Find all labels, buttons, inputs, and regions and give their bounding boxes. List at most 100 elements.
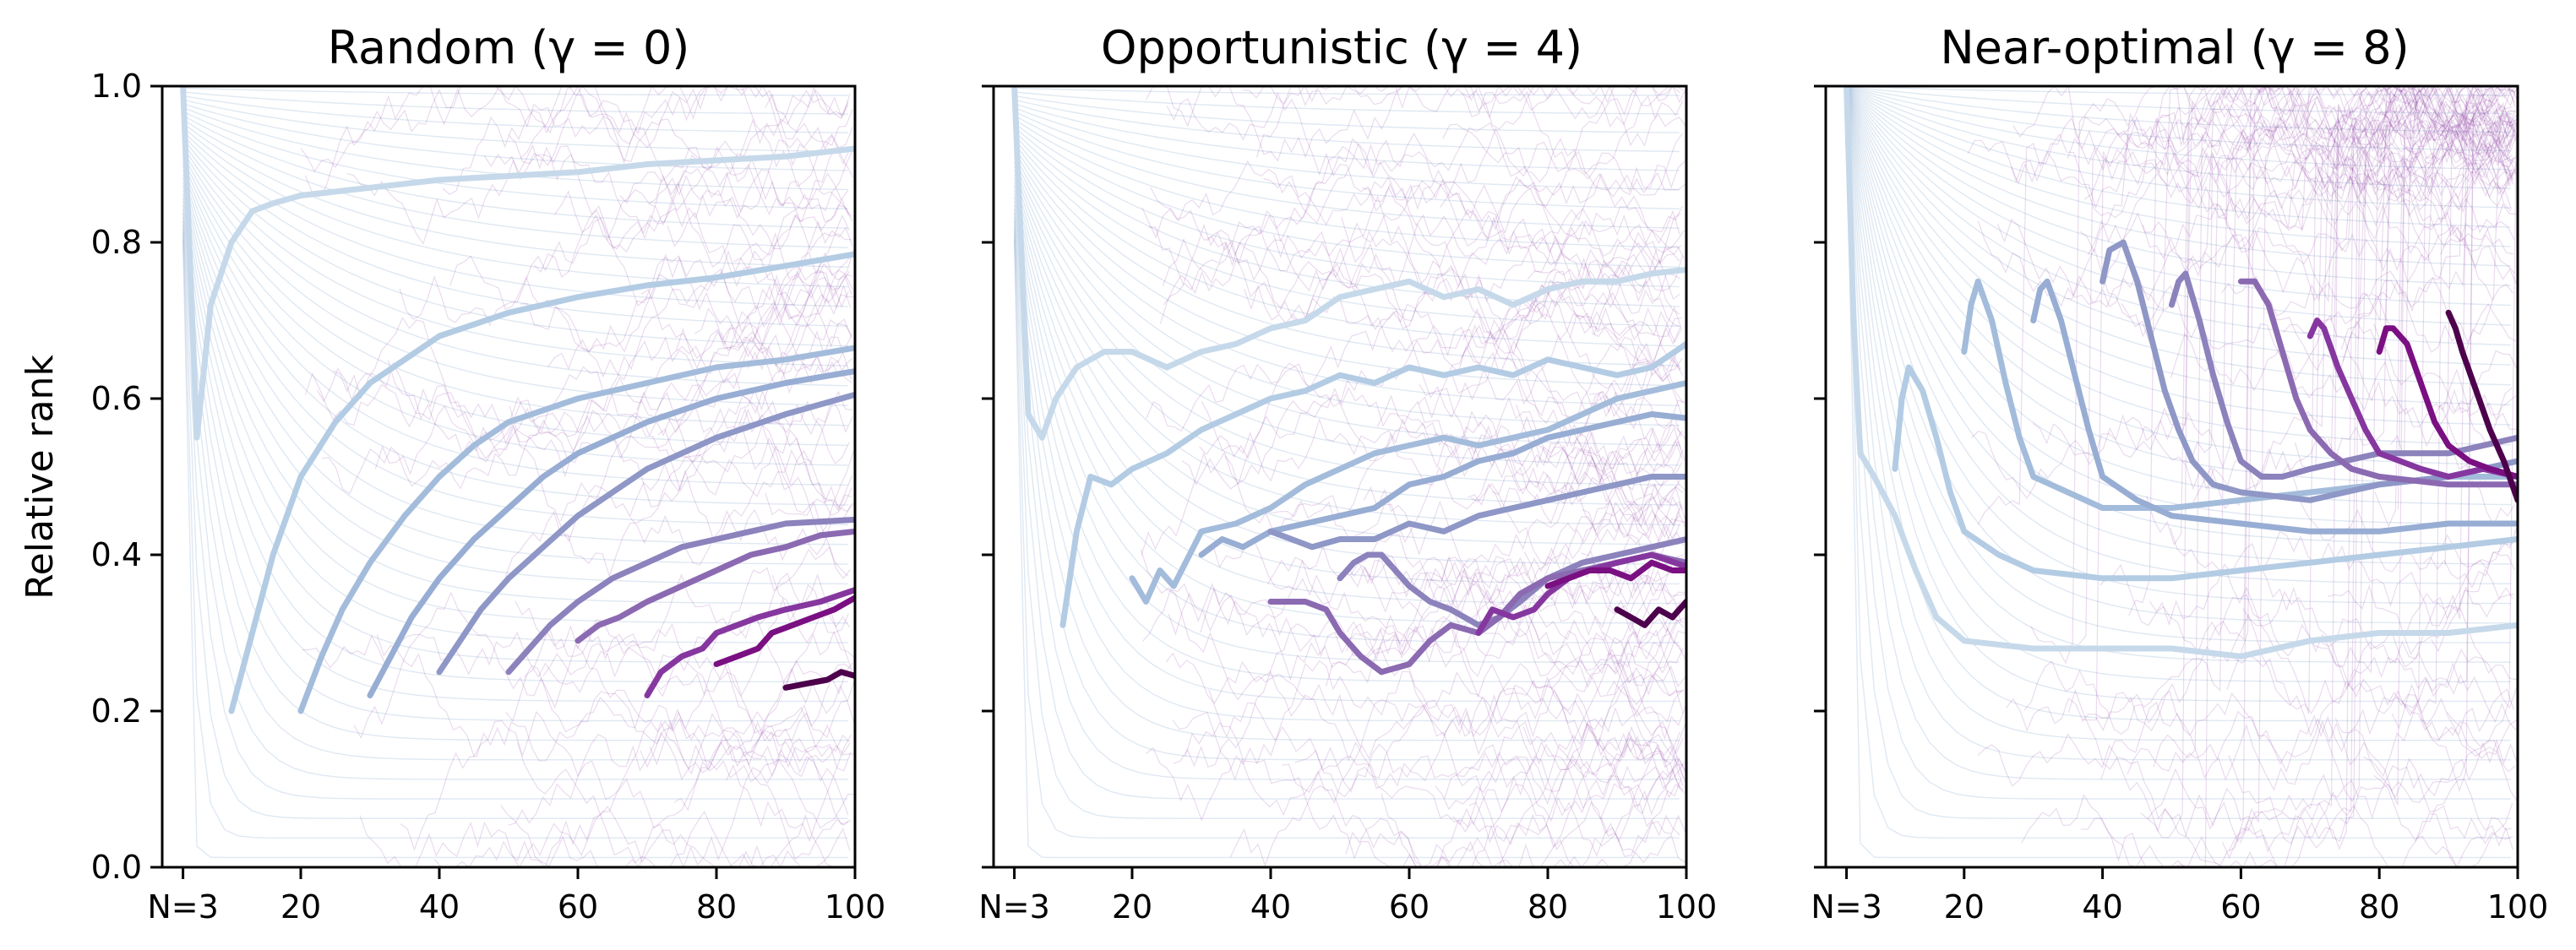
background-trace [2423, 540, 2514, 589]
background-trace [1977, 86, 2518, 525]
background-trace [636, 307, 852, 411]
background-trace [675, 271, 850, 386]
background-trace [2340, 115, 2515, 355]
background-trace [500, 805, 854, 867]
series-line [367, 368, 855, 698]
background-trace [2170, 86, 2517, 714]
series-lines [180, 86, 855, 714]
background-trace [1977, 733, 2518, 838]
background-trace [1591, 318, 1682, 340]
background-trace [333, 220, 853, 458]
series-line [1011, 86, 1686, 441]
background-trace [1173, 670, 1686, 806]
background-trace [619, 146, 849, 232]
background-trace [2189, 113, 2515, 274]
background-trace [1515, 280, 1683, 349]
panel-opportunistic: Opportunistic (γ = 4) N=3 20 40 60 80 100 [978, 21, 1717, 926]
background-trace [2322, 617, 2517, 730]
background-curve [1845, 86, 2511, 624]
background-curve [182, 182, 848, 565]
y-tick-label: 1.0 [91, 68, 142, 105]
background-curve [182, 103, 848, 171]
background-trace [321, 282, 849, 495]
background-trace [1266, 554, 1684, 620]
series-line [2445, 309, 2518, 503]
background-trace [2153, 86, 2514, 768]
background-trace [1571, 431, 1684, 537]
background-curve [182, 170, 848, 506]
background-trace [1146, 86, 1680, 171]
background-trace [2288, 86, 2518, 209]
background-trace [1282, 695, 1685, 821]
background-curve [1846, 86, 2511, 190]
panel-title: Near-optimal (γ = 8) [1940, 21, 2409, 74]
background-trace [1381, 757, 1686, 867]
background-trace [387, 360, 852, 513]
background-curve [1014, 115, 1680, 229]
background-curve [1845, 86, 2511, 506]
background-curve [182, 130, 848, 307]
background-trace [1206, 138, 1686, 257]
background-curve [1846, 86, 2511, 209]
background-trace [2294, 112, 2518, 471]
series-line [713, 594, 855, 667]
background-curve [182, 149, 848, 406]
series-line [1475, 551, 1686, 636]
background-trace [1462, 307, 1686, 448]
background-trace [1273, 133, 1683, 259]
background-trace [1581, 439, 1686, 556]
background-trace [2228, 86, 2513, 867]
y-tick-label: 0.2 [91, 692, 142, 730]
background-curve [1845, 86, 2511, 859]
background-curve [182, 95, 848, 133]
background-curve [1846, 86, 2511, 286]
panel-random: Random (γ = 0) N=3 20 40 60 80 100 0.0 0.2 0.4 0.… [91, 21, 886, 926]
series-line [1544, 559, 1686, 589]
background-curve [182, 189, 848, 605]
x-tick-label: 80 [1528, 888, 1568, 926]
background-trace [2067, 86, 2518, 166]
y-tick-label: 0.8 [91, 224, 142, 261]
background-curve [1846, 86, 2511, 307]
y-tick-label: 0.4 [91, 536, 142, 573]
background-trace [1376, 394, 1683, 512]
background-trace [640, 214, 850, 359]
background-trace [524, 546, 851, 693]
background-trace [2420, 697, 2518, 802]
x-tick-label: 20 [280, 888, 321, 926]
background-curve [1014, 138, 1680, 347]
background-trace [2078, 86, 2515, 645]
background-trace [1362, 169, 1681, 283]
background-trace [2147, 86, 2515, 843]
background-trace [738, 573, 851, 639]
background-trace [1346, 616, 1686, 768]
panel-title: Opportunistic (γ = 4) [1101, 21, 1582, 74]
background-trace [657, 422, 853, 514]
background-trace [1150, 122, 1685, 250]
series-line [2237, 278, 2518, 488]
background-trace [2221, 97, 2513, 317]
background-trace [2121, 87, 2517, 344]
background-curve [1013, 170, 1680, 506]
background-trace [2221, 106, 2513, 860]
background-trace [1345, 817, 1686, 867]
background-curve [1845, 86, 2511, 663]
background-trace [1566, 629, 1685, 761]
background-curve [1014, 118, 1680, 248]
series-line [2030, 278, 2518, 535]
background-trace [2239, 102, 2518, 853]
background-curve [1845, 86, 2511, 703]
background-curve [182, 201, 848, 663]
background-trace [765, 86, 849, 140]
background-trace [2362, 86, 2516, 806]
background-trace [374, 366, 854, 538]
background-trace [1208, 689, 1680, 867]
background-curve [1846, 86, 2511, 96]
background-trace [2083, 86, 2513, 202]
series-line [782, 669, 855, 691]
panel-title: Random (γ = 0) [328, 21, 690, 74]
background-trace [1531, 615, 1685, 698]
series-line [1198, 411, 1686, 558]
background-curve [1014, 95, 1680, 133]
background-trace [508, 679, 855, 826]
